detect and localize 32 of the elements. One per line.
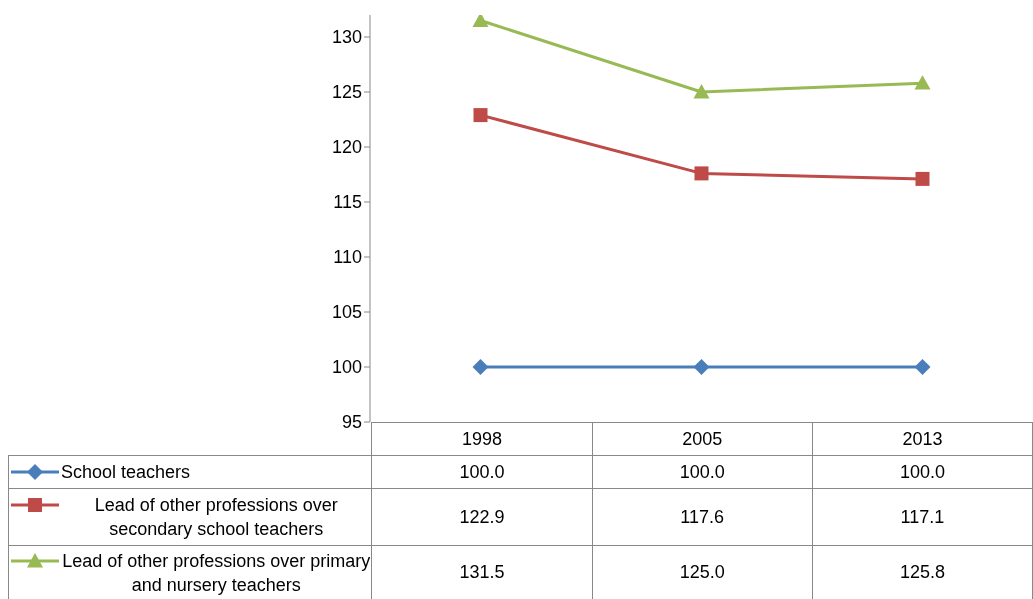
- x-tick-label: 2005: [592, 422, 813, 456]
- point: [914, 75, 931, 90]
- y-tick-label: 110: [333, 247, 362, 268]
- point: [693, 84, 710, 99]
- y-tick-label: 95: [341, 412, 362, 433]
- legend-label: Lead of other professions over primary and nursery teachers: [61, 549, 372, 597]
- data-label: 117.1: [812, 488, 1033, 546]
- data-label: 131.5: [371, 545, 593, 599]
- data-label: 100.0: [371, 455, 593, 489]
- y-tick-label: 125: [331, 82, 362, 103]
- point: [914, 359, 931, 375]
- point: [472, 15, 489, 27]
- y-tick-label: 120: [331, 137, 362, 158]
- point: [473, 108, 488, 123]
- data-label: 122.9: [371, 488, 593, 546]
- data-label: 100.0: [812, 455, 1033, 489]
- legend-label: Lead of other professions over secondary school teachers: [93, 494, 339, 541]
- data-label: 100.0: [592, 455, 813, 489]
- y-tick-label: 115: [333, 192, 362, 213]
- x-tick-label: 2013: [812, 422, 1033, 456]
- y-tick-label: 105: [331, 302, 362, 323]
- y-tick-label: 100: [331, 357, 362, 378]
- y-tick-label: 130: [331, 27, 362, 48]
- x-tick-label: 1998: [371, 422, 593, 456]
- point: [472, 359, 489, 375]
- point: [915, 171, 930, 186]
- point: [694, 166, 709, 181]
- point: [693, 359, 710, 375]
- legend-label: School teachers: [61, 461, 191, 484]
- data-label: 125.0: [592, 545, 813, 599]
- data-label: 125.8: [812, 545, 1033, 599]
- data-label: 117.6: [592, 488, 813, 546]
